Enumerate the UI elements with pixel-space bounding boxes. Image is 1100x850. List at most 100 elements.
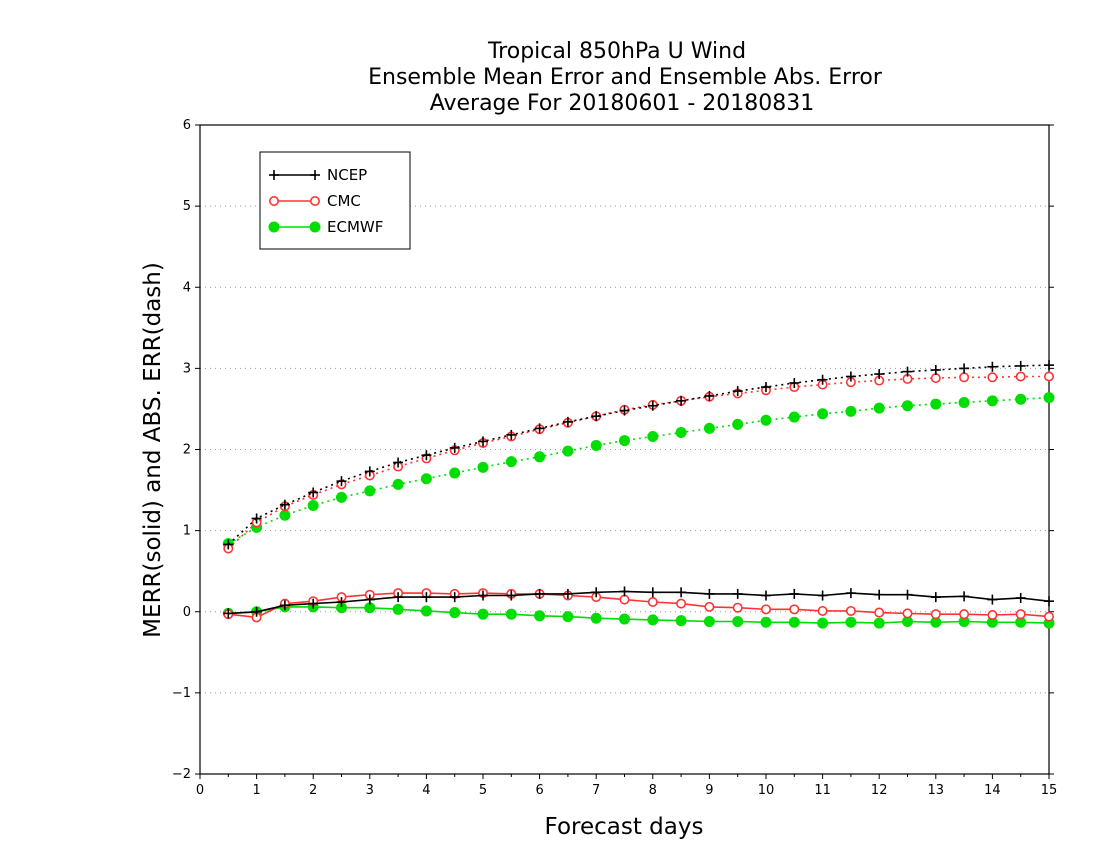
ecmwf-abs-err-point: [958, 396, 970, 408]
legend-item-ecmwf: ECMWF: [268, 218, 383, 236]
y-tick-label: −1: [172, 686, 191, 701]
ecmwf-abs-err-point: [392, 478, 404, 490]
x-tick-label: 6: [535, 783, 543, 798]
ecmwf-abs-err-point: [619, 435, 630, 447]
title-line-3: Average For 20180601 - 20180831: [430, 91, 815, 116]
ncep-merr-point: [732, 588, 743, 599]
ncep-abs-err-point: [704, 390, 715, 401]
cmc-merr-point: [732, 602, 743, 613]
cmc-merr-point: [619, 594, 630, 605]
y-tick-label: 4: [183, 280, 191, 295]
ncep-abs-err-point: [817, 374, 828, 385]
ncep-merr-point: [930, 592, 941, 603]
ncep-merr-point: [1044, 596, 1054, 607]
ecmwf-merr-point: [505, 608, 517, 620]
cmc-abs-err-point: [1044, 371, 1055, 382]
x-tick-label: 8: [649, 783, 657, 798]
ecmwf-merr-point: [619, 613, 630, 625]
ecmwf-abs-err-point: [760, 414, 772, 426]
ecmwf-abs-err-point: [590, 439, 602, 451]
ncep-merr-point: [364, 594, 375, 605]
ecmwf-merr-point: [845, 616, 857, 628]
ncep-merr-point: [534, 588, 545, 599]
ecmwf-abs-err-point: [703, 422, 715, 434]
ecmwf-abs-err-point: [505, 456, 517, 468]
ncep-merr-point: [789, 588, 800, 599]
cmc-merr-point: [959, 609, 970, 620]
y-tick-label: 0: [183, 605, 191, 620]
cmc-abs-err-point: [1015, 371, 1026, 382]
ncep-merr-point: [591, 587, 602, 598]
ecmwf-abs-err-point: [986, 395, 998, 407]
ecmwf-abs-err-point: [902, 400, 913, 412]
x-tick-label: 12: [871, 783, 888, 798]
ecmwf-abs-err-point: [930, 398, 942, 410]
ecmwf-abs-err-point: [449, 467, 461, 479]
y-axis-label: MERR(solid) and ABS. ERR(dash): [140, 262, 166, 638]
ecmwf-merr-point: [760, 616, 772, 628]
ncep-abs-err-point: [562, 416, 573, 427]
ncep-merr-line: [228, 590, 1050, 615]
cmc-merr-point: [789, 604, 800, 615]
ncep-abs-err-point: [591, 411, 602, 422]
ncep-merr-point: [223, 608, 234, 619]
ncep-abs-err-point: [761, 382, 771, 393]
ecmwf-merr-line: [228, 606, 1050, 624]
ncep-merr-point: [761, 590, 771, 601]
ncep-abs-err-point: [930, 364, 941, 375]
ecmwf-abs-err-point: [1043, 392, 1055, 404]
ncep-merr-point: [987, 594, 998, 605]
cmc-merr-point: [874, 607, 885, 618]
legend-item-cmc: CMC: [268, 192, 361, 210]
legend-item-ncep: NCEP: [269, 166, 367, 184]
ecmwf-merr-point: [675, 615, 687, 627]
ncep-abs-err-point: [1015, 360, 1026, 371]
ncep-abs-err-point: [478, 436, 488, 447]
x-tick-label: 0: [196, 783, 204, 798]
ecmwf-abs-err-point: [477, 461, 489, 473]
ecmwf-abs-err-point: [647, 431, 659, 443]
ecmwf-abs-err-point: [788, 411, 800, 423]
y-tick-label: −2: [172, 767, 191, 782]
x-tick-label: 5: [479, 783, 487, 798]
ecmwf-abs-err-point: [562, 445, 574, 457]
x-tick-label: 3: [366, 783, 374, 798]
ecmwf-abs-err-line: [227, 396, 1050, 545]
x-tick-label: 14: [984, 783, 1001, 798]
ncep-abs-err-point: [902, 366, 913, 377]
x-tick-label: 9: [705, 783, 713, 798]
legend-marker: [268, 221, 280, 233]
legend-marker: [268, 196, 279, 207]
ncep-merr-point: [449, 592, 460, 603]
ncep-merr-point: [308, 598, 319, 609]
ecmwf-abs-err-point: [873, 402, 885, 414]
legend-label: CMC: [327, 192, 361, 210]
ncep-abs-err-point: [223, 539, 234, 550]
ncep-merr-point: [676, 587, 687, 598]
ecmwf-merr-point: [817, 617, 829, 629]
ncep-merr-point: [874, 589, 885, 600]
ecmwf-merr-point: [534, 610, 546, 622]
ncep-abs-err-point: [789, 377, 800, 388]
x-tick-label: 4: [422, 783, 430, 798]
ncep-merr-point: [251, 606, 262, 617]
y-tick-label: 2: [183, 443, 191, 458]
ecmwf-merr-point: [703, 615, 715, 627]
y-tick-label: 1: [183, 524, 191, 539]
ecmwf-merr-point: [788, 616, 800, 628]
legend-label: NCEP: [327, 166, 367, 184]
cmc-merr-point: [817, 605, 828, 616]
legend-marker: [309, 196, 320, 207]
x-tick-label: 15: [1041, 783, 1058, 798]
ecmwf-abs-err-point: [420, 473, 432, 485]
title-line-2: Ensemble Mean Error and Ensemble Abs. Er…: [368, 65, 883, 90]
ncep-merr-point: [959, 591, 970, 602]
cmc-merr-point: [1044, 611, 1055, 622]
ncep-abs-err-line: [227, 364, 1050, 545]
ncep-merr-point: [902, 589, 913, 600]
ecmwf-abs-err-point: [817, 408, 829, 420]
ncep-abs-err-point: [1044, 360, 1054, 371]
cmc-merr-point: [760, 604, 771, 615]
ncep-abs-err-point: [364, 466, 375, 477]
